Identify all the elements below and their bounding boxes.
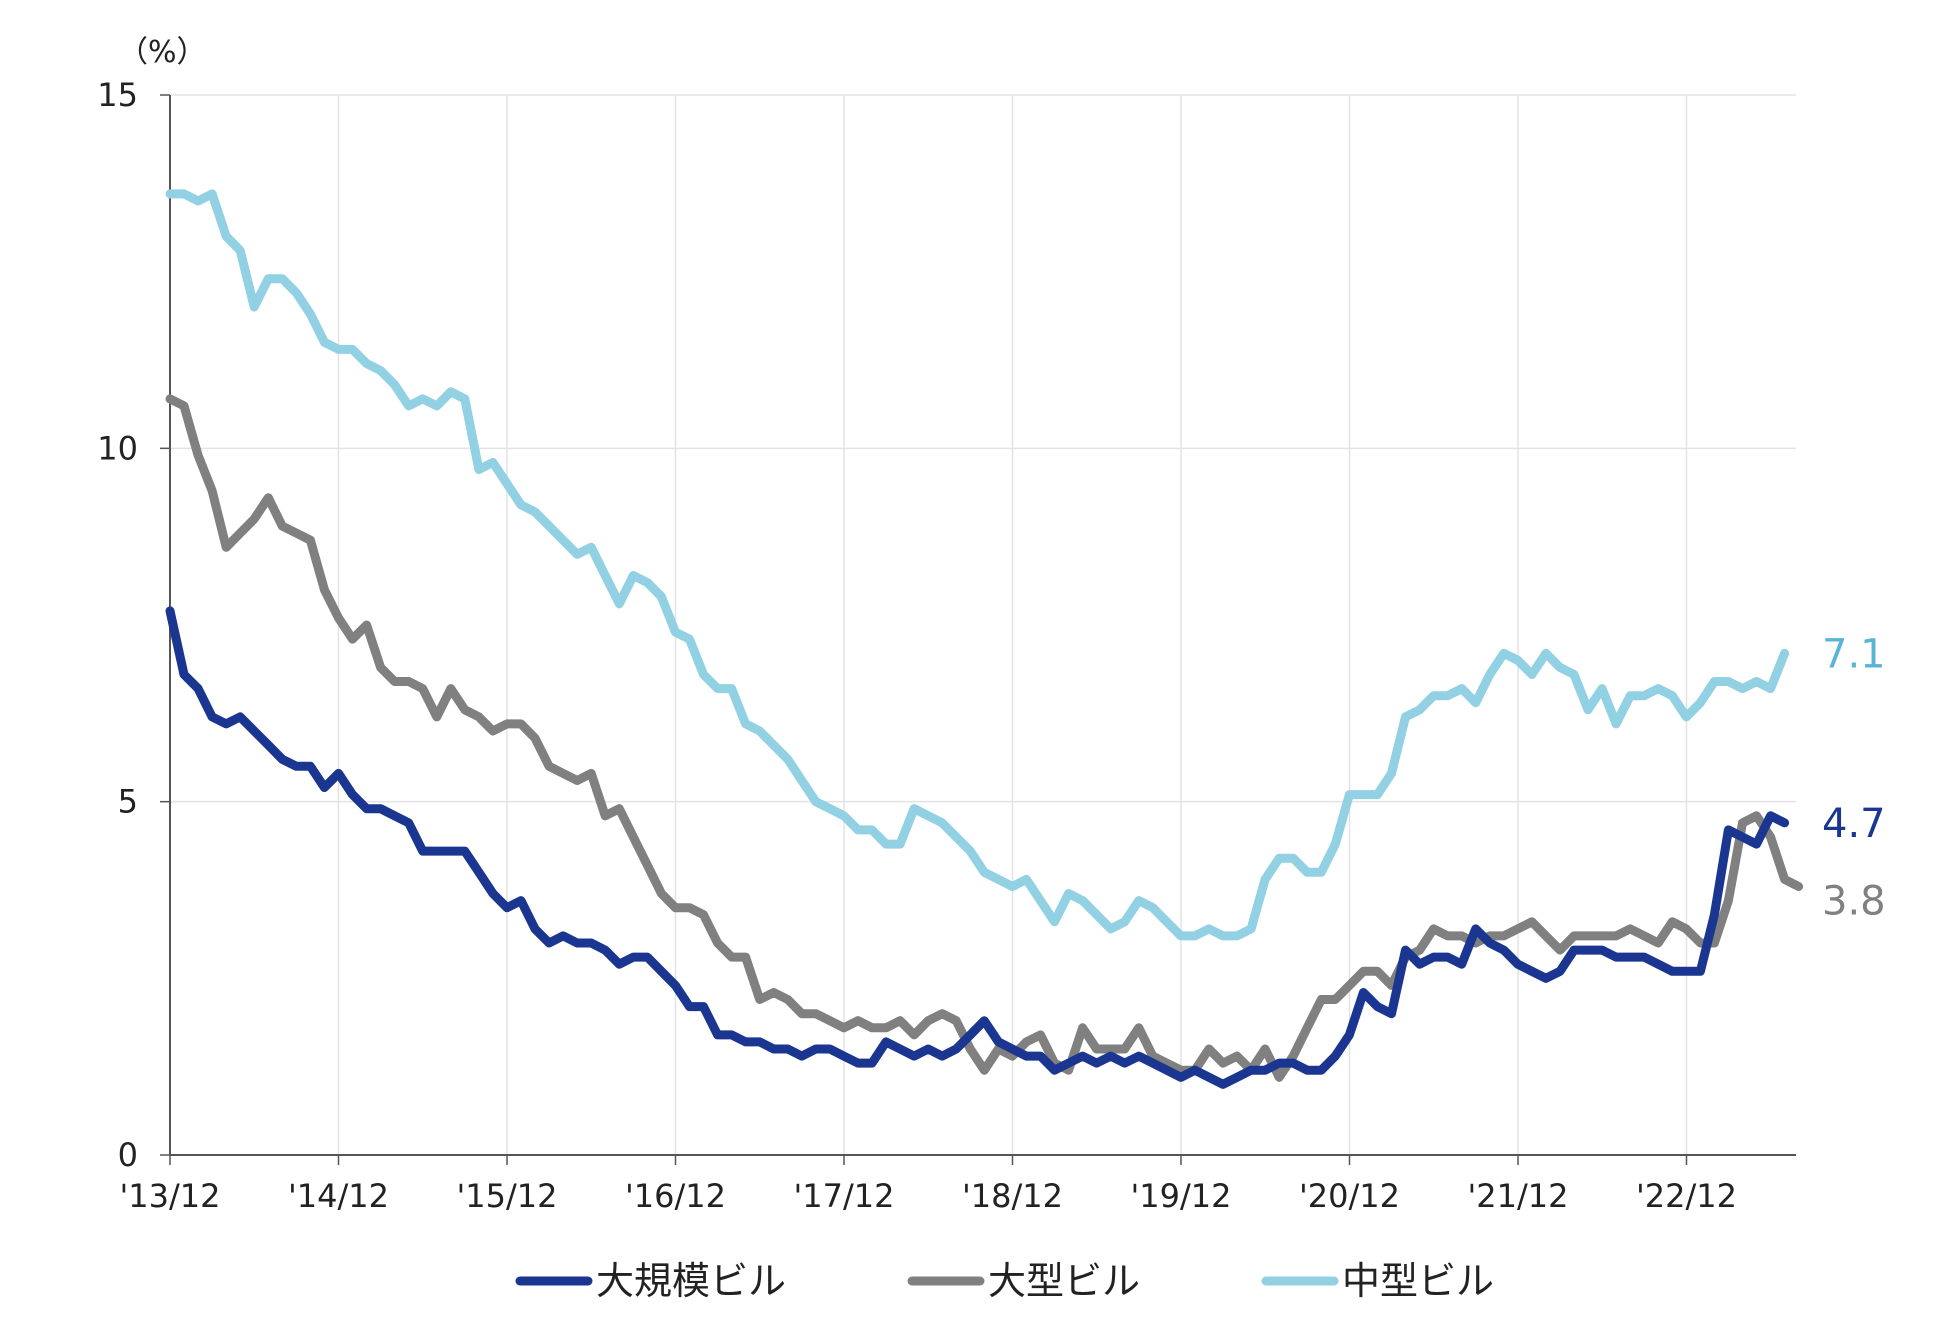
series-lines	[165, 189, 1804, 1089]
series-line-0	[165, 606, 1790, 1089]
x-tick-label: '14/12	[288, 1177, 389, 1215]
end-value-label: 4.7	[1822, 801, 1886, 847]
end-value-labels: 4.7 3.8 7.1	[1822, 631, 1886, 924]
series-line-2	[165, 189, 1790, 941]
y-tick-label: 10	[97, 429, 138, 467]
x-tick-label: '19/12	[1130, 1177, 1231, 1215]
legend-label: 大規模ビル	[596, 1259, 786, 1303]
x-tick-label: '16/12	[625, 1177, 726, 1215]
x-tick-label: '17/12	[793, 1177, 894, 1215]
end-value-label: 7.1	[1822, 631, 1886, 677]
grid-lines	[170, 94, 1796, 1155]
y-tick-label: 0	[118, 1136, 138, 1174]
legend: 大規模ビル 大型ビル 中型ビル	[515, 1259, 1494, 1303]
end-value-label: 3.8	[1822, 878, 1886, 924]
x-tick-label: '21/12	[1467, 1177, 1568, 1215]
y-tick-label: 15	[97, 76, 138, 114]
y-axis-unit-label: （%）	[118, 35, 207, 70]
y-tick-label: 5	[118, 783, 138, 821]
axes: 0 5 10 15 '13/12 '14/12 '15/12 '16/12 '17/12 '18/…	[97, 76, 1796, 1215]
x-tick-label: '15/12	[456, 1177, 557, 1215]
legend-label: 大型ビル	[988, 1259, 1140, 1303]
x-tick-label: '20/12	[1299, 1177, 1400, 1215]
series-line-1	[165, 394, 1804, 1082]
x-tick-label: '22/12	[1636, 1177, 1737, 1215]
x-tick-label: '18/12	[962, 1177, 1063, 1215]
x-tick-label: '13/12	[119, 1177, 220, 1215]
legend-label: 中型ビル	[1342, 1259, 1494, 1303]
